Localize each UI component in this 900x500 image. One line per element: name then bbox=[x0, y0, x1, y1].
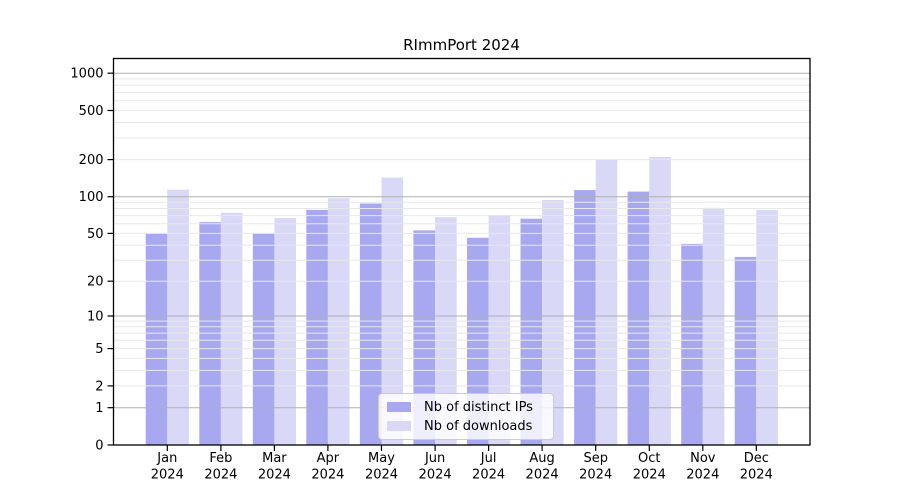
y-tick-label-50: 50 bbox=[87, 227, 104, 242]
x-tick-label-jul: Jul bbox=[480, 451, 497, 466]
bar-jun-downloads bbox=[435, 217, 457, 445]
x-tick-label-nov: Nov bbox=[690, 451, 716, 466]
x-tick-label-dec: Dec bbox=[744, 451, 769, 466]
bar-jul-downloads bbox=[488, 214, 511, 445]
bar-oct-downloads bbox=[649, 157, 671, 445]
x-tick-label-year-may: 2024 bbox=[365, 468, 398, 483]
y-tick-label-200: 200 bbox=[79, 153, 104, 168]
bar-jan-distinct-ips bbox=[145, 233, 168, 445]
x-tick-label-mar: Mar bbox=[262, 451, 287, 466]
x-tick-label-year-apr: 2024 bbox=[311, 468, 344, 483]
bar-oct-distinct-ips bbox=[627, 191, 650, 445]
x-tick-label-feb: Feb bbox=[209, 451, 232, 466]
legend-label-downloads: Nb of downloads bbox=[424, 418, 533, 434]
x-tick-label-year-jul: 2024 bbox=[472, 468, 505, 483]
bar-mar-downloads bbox=[274, 218, 296, 445]
x-tick-label-year-oct: 2024 bbox=[633, 468, 666, 483]
chart-title: RImmPort 2024 bbox=[403, 36, 520, 54]
y-tick-label-1000: 1000 bbox=[70, 67, 103, 82]
bar-nov-distinct-ips bbox=[681, 243, 703, 445]
legend-swatch-distinct-ips-icon bbox=[387, 402, 411, 412]
x-tick-label-year-jun: 2024 bbox=[419, 468, 452, 483]
bar-mar-distinct-ips bbox=[252, 233, 275, 445]
x-tick-label-sep: Sep bbox=[583, 451, 608, 466]
x-tick-label-year-jan: 2024 bbox=[151, 468, 184, 483]
x-tick-label-year-mar: 2024 bbox=[258, 468, 291, 483]
x-tick-label-year-nov: 2024 bbox=[686, 468, 719, 483]
bar-aug-distinct-ips bbox=[520, 218, 543, 445]
bar-feb-downloads bbox=[220, 212, 243, 445]
bar-may-downloads bbox=[381, 177, 404, 445]
x-tick-label-year-aug: 2024 bbox=[526, 468, 559, 483]
x-tick-label-aug: Aug bbox=[529, 451, 554, 466]
legend: Nb of distinct IPs Nb of downloads bbox=[378, 393, 554, 440]
legend-item-distinct-ips: Nb of distinct IPs bbox=[387, 399, 545, 415]
y-tick-label-5: 5 bbox=[95, 342, 103, 357]
axes-spines bbox=[112, 57, 811, 446]
y-tick-label-1: 1 bbox=[95, 401, 103, 416]
bar-aug-downloads bbox=[542, 200, 564, 445]
x-tick-label-oct: Oct bbox=[638, 451, 660, 466]
bar-jan-downloads bbox=[167, 189, 189, 445]
legend-swatch-downloads-icon bbox=[387, 421, 411, 431]
x-tick-label-year-dec: 2024 bbox=[740, 468, 773, 483]
bar-sep-downloads bbox=[595, 159, 618, 445]
y-tick-label-500: 500 bbox=[79, 104, 104, 119]
bar-dec-distinct-ips bbox=[734, 256, 757, 445]
x-tick-label-jan: Jan bbox=[156, 451, 177, 466]
y-tick-label-2: 2 bbox=[95, 379, 103, 394]
x-tick-label-year-sep: 2024 bbox=[579, 468, 612, 483]
y-tick-label-20: 20 bbox=[87, 275, 104, 290]
x-tick-label-year-feb: 2024 bbox=[204, 468, 237, 483]
x-tick-label-apr: Apr bbox=[317, 451, 340, 466]
bar-may-distinct-ips bbox=[359, 203, 382, 445]
y-tick-label-10: 10 bbox=[87, 310, 104, 325]
legend-item-downloads: Nb of downloads bbox=[387, 418, 545, 434]
y-tick-label-0: 0 bbox=[95, 439, 103, 454]
legend-label-distinct-ips: Nb of distinct IPs bbox=[424, 399, 533, 415]
bar-sep-distinct-ips bbox=[574, 190, 596, 445]
bar-jun-distinct-ips bbox=[413, 230, 435, 445]
x-tick-label-jun: Jun bbox=[424, 451, 445, 466]
y-tick-label-100: 100 bbox=[79, 190, 104, 205]
x-tick-label-may: May bbox=[368, 451, 395, 466]
